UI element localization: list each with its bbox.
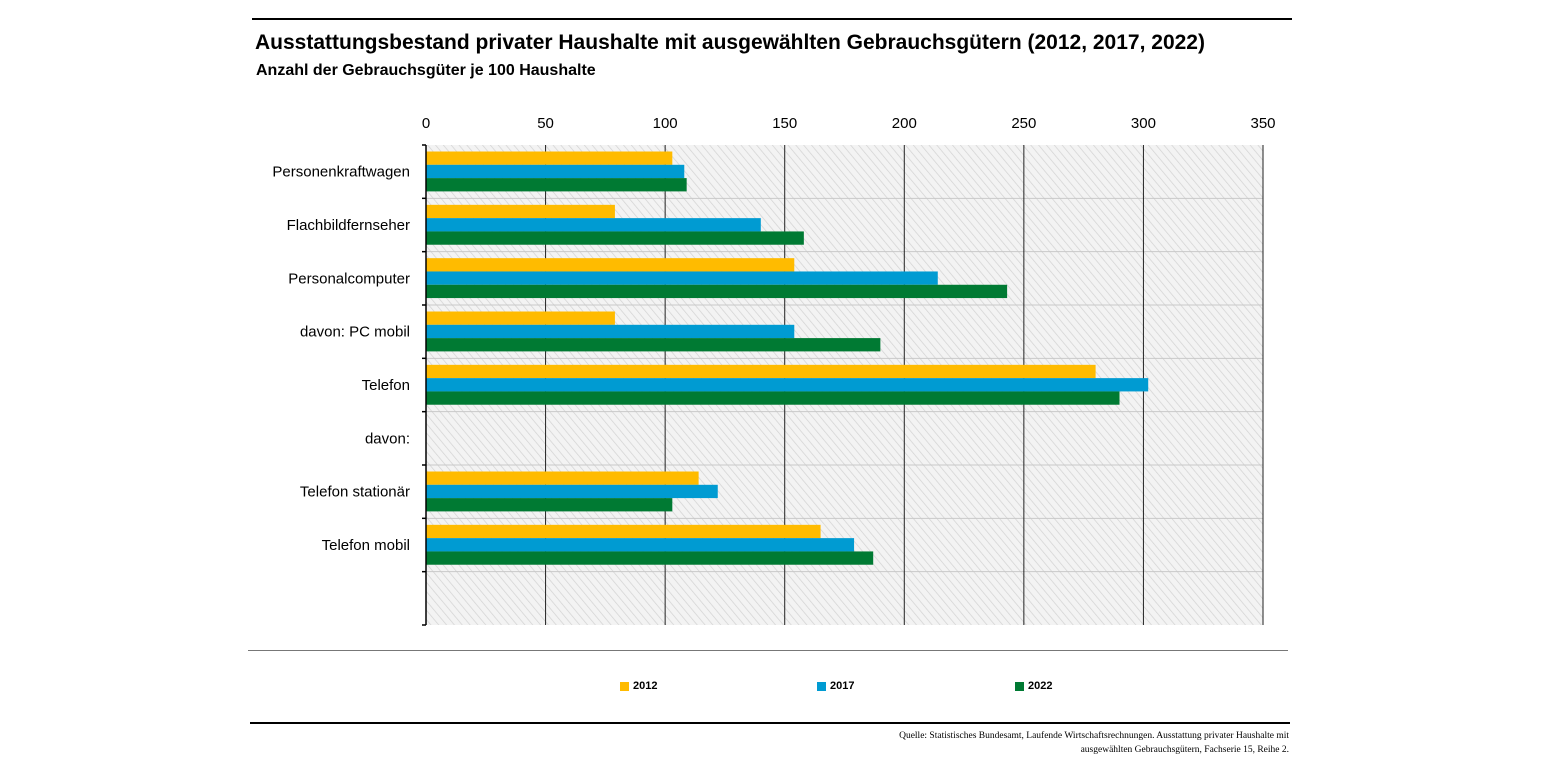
legend-swatch-2012 (620, 681, 629, 691)
x-tick-label-100: 100 (653, 115, 678, 132)
bar-flachbildfernseher-2012 (426, 204, 615, 219)
bar-telefon-mobil-2012 (426, 524, 821, 539)
legend-label-2022: 2022 (1028, 680, 1053, 692)
source-line-2: ausgewählten Gebrauchsgütern, Fachserie … (1080, 745, 1289, 755)
category-label-telefon: Telefon (362, 377, 410, 394)
bar-davon-pc-mobil-2017 (426, 324, 795, 339)
bar-flachbildfernseher-2022 (426, 231, 804, 245)
legend-item-2017: 2017 (817, 680, 854, 692)
x-tick-label-150: 150 (772, 115, 797, 132)
x-tick-label-50: 50 (537, 115, 554, 132)
bar-telefon-mobil-2022 (426, 551, 874, 565)
category-label-davon-pc-mobil: davon: PC mobil (300, 324, 410, 341)
legend-label-2017: 2017 (830, 680, 855, 692)
category-label-personalcomputer: Personalcomputer (288, 270, 410, 287)
bar-telefon-stationär-2012 (426, 471, 699, 485)
x-tick-label-350: 350 (1250, 115, 1275, 132)
x-tick-label-300: 300 (1131, 115, 1156, 132)
category-label-personenkraftwagen: Personenkraftwagen (272, 164, 410, 181)
bar-personalcomputer-2022 (426, 284, 1008, 299)
legend: 2012 2017 2022 (0, 680, 1545, 700)
bar-telefon-mobil-2017 (426, 538, 855, 552)
bar-personenkraftwagen-2017 (426, 164, 685, 179)
category-label-telefon-mobil: Telefon mobil (322, 537, 410, 554)
bar-personenkraftwagen-2012 (426, 151, 673, 165)
legend-swatch-2017 (817, 681, 826, 691)
bar-telefon-2012 (426, 364, 1096, 379)
bar-flachbildfernseher-2017 (426, 218, 761, 232)
source-line-1: Quelle: Statistisches Bundesamt, Laufend… (899, 731, 1289, 741)
bar-davon-pc-mobil-2022 (426, 338, 881, 352)
chart-subtitle: Anzahl der Gebrauchsgüter je 100 Haushal… (256, 62, 596, 79)
x-tick-label-0: 0 (422, 115, 430, 132)
bar-davon-pc-mobil-2012 (426, 311, 615, 325)
bar-personenkraftwagen-2022 (426, 178, 687, 192)
source-note: Quelle: Statistisches Bundesamt, Laufend… (899, 729, 1289, 757)
top-rule (252, 18, 1292, 20)
x-tick-label-250: 250 (1011, 115, 1036, 132)
legend-item-2012: 2012 (620, 680, 657, 692)
chart-title: Ausstattungsbestand privater Haushalte m… (255, 31, 1205, 54)
bar-telefon-2022 (426, 391, 1120, 405)
bar-telefon-stationär-2022 (426, 498, 673, 512)
bar-personalcomputer-2017 (426, 271, 938, 285)
x-tick-label-200: 200 (892, 115, 917, 132)
bottom-rule (250, 722, 1290, 724)
legend-divider (248, 650, 1288, 651)
legend-label-2012: 2012 (633, 680, 658, 692)
legend-item-2022: 2022 (1015, 680, 1052, 692)
legend-swatch-2022 (1015, 681, 1024, 691)
category-label-telefon-stationär: Telefon stationär (300, 484, 410, 501)
bar-personalcomputer-2012 (426, 258, 795, 272)
bar-telefon-2017 (426, 378, 1149, 392)
bar-telefon-stationär-2017 (426, 484, 718, 499)
category-label-davon: davon: (365, 430, 410, 447)
category-label-flachbildfernseher: Flachbildfernseher (287, 217, 410, 234)
